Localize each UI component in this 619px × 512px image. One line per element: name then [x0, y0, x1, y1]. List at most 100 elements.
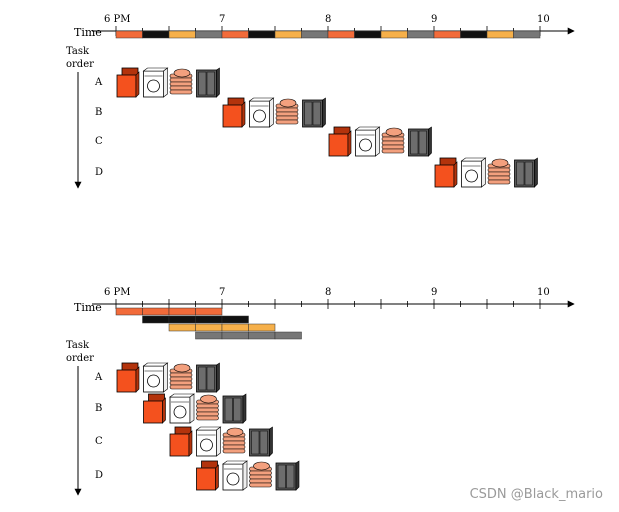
washer-body [169, 433, 190, 457]
washer-body [196, 467, 216, 491]
clothes-layer [381, 148, 405, 154]
clothes-layer [381, 144, 405, 150]
clothes-layer [169, 376, 193, 382]
washer-icon [434, 157, 458, 188]
washer-side [135, 71, 140, 98]
closet-door-right [524, 161, 533, 186]
stage-bar-dry [195, 315, 223, 324]
closet-icon [222, 393, 247, 424]
washer-body [143, 400, 163, 424]
clothes-layer [222, 444, 246, 450]
folded-clothes-icon [249, 461, 272, 488]
washer-icon [196, 460, 219, 491]
stage-bar-fold [221, 323, 249, 332]
stage-bar-store [221, 331, 249, 340]
closet-door-right [206, 71, 215, 96]
clothes-layer [222, 448, 246, 454]
stage-bar-dry [460, 30, 488, 39]
stage-bar-store [195, 331, 223, 340]
time-ticks: 6 PM78910111212 AM [104, 287, 550, 309]
task-label: A [94, 372, 103, 383]
closet-door-right [312, 101, 321, 126]
clothes-top [491, 158, 509, 168]
clothes-layer [196, 411, 219, 417]
task-label: C [95, 136, 103, 147]
clothes-layer [222, 440, 246, 446]
stage-bar-store [301, 30, 329, 39]
stage-bar-store [195, 30, 223, 39]
dryer-side [375, 126, 380, 157]
stage-bar-fold [486, 30, 514, 39]
dryer-icon [142, 362, 169, 393]
closet-door-left [304, 101, 313, 126]
task-label: B [95, 107, 102, 118]
tick-label: 8 [325, 287, 331, 298]
task-order-label-2: order [66, 59, 94, 70]
washer-icon [143, 393, 166, 424]
folded-clothes-icon [169, 68, 193, 95]
clothes-layer [249, 482, 272, 488]
clothes-top [385, 127, 403, 137]
dryer-side [189, 393, 195, 424]
clothes-layer [275, 107, 299, 113]
clothes-layer [249, 470, 272, 476]
washer-side [453, 161, 458, 188]
clothes-layer [169, 380, 193, 386]
dryer-icon [460, 157, 487, 188]
dryer-door [200, 438, 213, 452]
washer-body [328, 133, 349, 157]
clothes-layer [381, 136, 405, 142]
washer-icon [169, 426, 193, 457]
closet-door-left [277, 464, 286, 489]
task-label: D [95, 167, 103, 178]
dryer-side [163, 67, 168, 98]
stage-bar-store [274, 331, 302, 340]
clothes-layer [169, 77, 193, 83]
dryer-icon [222, 460, 248, 491]
task-order-label-2: order [66, 353, 94, 364]
stage-bars [115, 307, 302, 340]
tick-label: 6 PM [104, 287, 131, 298]
task-label: B [95, 403, 102, 414]
time-label: Time [74, 26, 102, 39]
dryer-icon [142, 67, 169, 98]
clothes-top [253, 461, 270, 471]
clothes-layer [222, 436, 246, 442]
closet-side [322, 97, 326, 128]
stage-bar-dry [354, 30, 382, 39]
washer-body [116, 369, 137, 393]
closet-door-right [259, 430, 268, 455]
washer-icon [328, 126, 352, 157]
closet-door-left [224, 397, 233, 422]
tick-label: 7 [219, 14, 225, 25]
clothes-layer [196, 403, 219, 409]
stage-bar-dry [142, 315, 170, 324]
closet-side [216, 362, 220, 393]
dryer-door [359, 138, 372, 152]
task-label: D [95, 470, 103, 481]
tick-label: 9 [431, 14, 437, 25]
stage-bar-dry [248, 30, 276, 39]
dryer-door [253, 109, 266, 123]
folded-clothes-icon [381, 127, 405, 154]
washer-body [222, 104, 243, 128]
tick-label: 10 [537, 287, 550, 298]
closet-icon [408, 126, 432, 157]
clothes-layer [169, 372, 193, 378]
dryer-icon [248, 97, 275, 128]
closet-icon [514, 157, 538, 188]
clothes-layer [196, 415, 219, 421]
clothes-layer [487, 175, 511, 181]
stage-bar-wash [195, 307, 223, 316]
dryer-icon [169, 393, 195, 424]
closet-door-right [206, 366, 215, 391]
task-order-label-1: Task [66, 46, 90, 57]
stage-bar-fold [195, 323, 223, 332]
closet-door-left [410, 130, 419, 155]
closet-side [216, 67, 220, 98]
closet-door-left [198, 366, 207, 391]
dryer-door [226, 472, 240, 486]
